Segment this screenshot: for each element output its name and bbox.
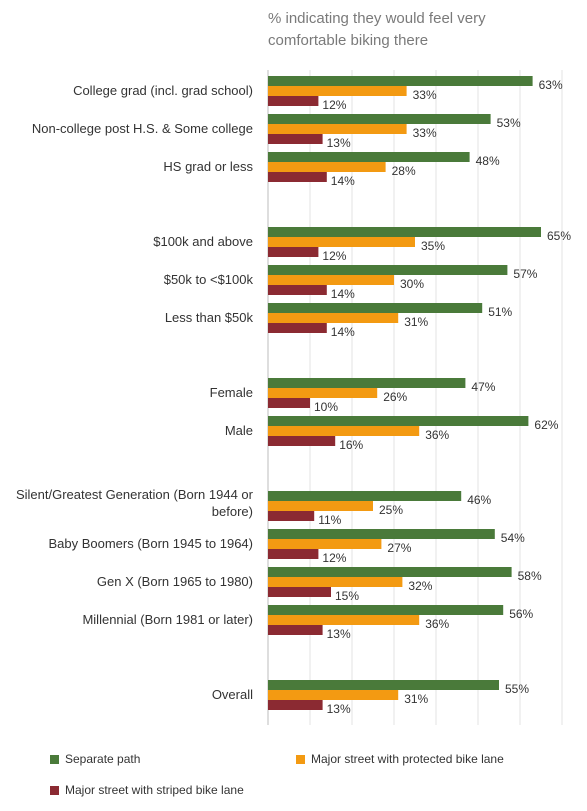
data-label: 54%	[501, 531, 525, 545]
bar	[268, 162, 386, 172]
data-label: 28%	[392, 164, 416, 178]
bar	[268, 114, 491, 124]
data-label: 12%	[322, 551, 346, 565]
data-label: 53%	[497, 116, 521, 130]
bar	[268, 76, 533, 86]
category-label: Overall	[212, 687, 253, 702]
bar	[268, 86, 407, 96]
data-label: 35%	[421, 239, 445, 253]
bar	[268, 152, 470, 162]
data-label: 14%	[331, 287, 355, 301]
bar	[268, 275, 394, 285]
data-label: 13%	[327, 627, 351, 641]
category-label: Male	[225, 423, 253, 438]
data-label: 12%	[322, 98, 346, 112]
bar	[268, 615, 420, 625]
category-label: $50k to <$100k	[164, 272, 254, 287]
bar	[268, 700, 323, 710]
data-label: 48%	[476, 154, 500, 168]
category-label: Less than $50k	[165, 310, 254, 325]
bar	[268, 491, 462, 501]
bar	[268, 680, 499, 690]
category-label: $100k and above	[153, 234, 253, 249]
category-label: College grad (incl. grad school)	[73, 83, 253, 98]
data-label: 11%	[318, 513, 341, 527]
category-label: Non-college post H.S. & Some college	[32, 121, 253, 136]
data-label: 62%	[534, 418, 558, 432]
data-label: 56%	[509, 607, 533, 621]
bar	[268, 378, 466, 388]
data-label: 33%	[413, 88, 437, 102]
category-label: Silent/Greatest Generation (Born 1944 or	[16, 487, 254, 502]
data-label: 12%	[322, 249, 346, 263]
bar	[268, 577, 403, 587]
data-label: 10%	[314, 400, 338, 414]
bar	[268, 529, 495, 539]
data-label: 15%	[335, 589, 359, 603]
bar	[268, 265, 508, 275]
bar	[268, 426, 420, 436]
bar	[268, 313, 399, 323]
data-label: 16%	[339, 438, 363, 452]
data-label: 27%	[387, 541, 411, 555]
bar	[268, 690, 399, 700]
bar	[268, 567, 512, 577]
bar	[268, 416, 529, 426]
bar	[268, 237, 415, 247]
bar	[268, 172, 327, 182]
chart-title: % indicating they would feel very comfor…	[268, 10, 486, 49]
data-label: 13%	[327, 136, 351, 150]
bar	[268, 96, 319, 106]
bar	[268, 285, 327, 295]
bar	[268, 398, 310, 408]
data-label: 36%	[425, 428, 449, 442]
bar	[268, 388, 378, 398]
bar	[268, 625, 323, 635]
category-label: Millennial (Born 1981 or later)	[82, 612, 253, 627]
data-label: 58%	[518, 569, 542, 583]
bar	[268, 587, 331, 597]
data-label: 55%	[505, 682, 529, 696]
bar	[268, 539, 382, 549]
bar	[268, 227, 541, 237]
data-label: 47%	[471, 380, 495, 394]
data-label: 25%	[379, 503, 403, 517]
data-label: 65%	[547, 229, 571, 243]
category-label: Gen X (Born 1965 to 1980)	[97, 574, 253, 589]
data-label: 14%	[331, 174, 355, 188]
data-label: 57%	[513, 267, 537, 281]
data-label: 36%	[425, 617, 449, 631]
category-label: before)	[212, 504, 253, 519]
data-label: 31%	[404, 315, 428, 329]
category-label: HS grad or less	[163, 159, 253, 174]
data-label: 30%	[400, 277, 424, 291]
data-label: 14%	[331, 325, 355, 339]
bar	[268, 511, 315, 521]
data-label: 46%	[467, 493, 491, 507]
data-label: 26%	[383, 390, 407, 404]
bar	[268, 323, 327, 333]
bar	[268, 549, 319, 559]
category-label: Baby Boomers (Born 1945 to 1964)	[48, 536, 253, 551]
bar	[268, 303, 483, 313]
bar	[268, 247, 319, 257]
bar	[268, 605, 504, 615]
data-label: 51%	[488, 305, 512, 319]
data-label: 31%	[404, 692, 428, 706]
data-label: 63%	[539, 78, 563, 92]
bar	[268, 124, 407, 134]
bar	[268, 501, 373, 511]
data-label: 13%	[327, 702, 351, 716]
data-label: 33%	[413, 126, 437, 140]
category-label: Female	[210, 385, 253, 400]
bar	[268, 436, 336, 446]
data-label: 32%	[408, 579, 432, 593]
bar	[268, 134, 323, 144]
